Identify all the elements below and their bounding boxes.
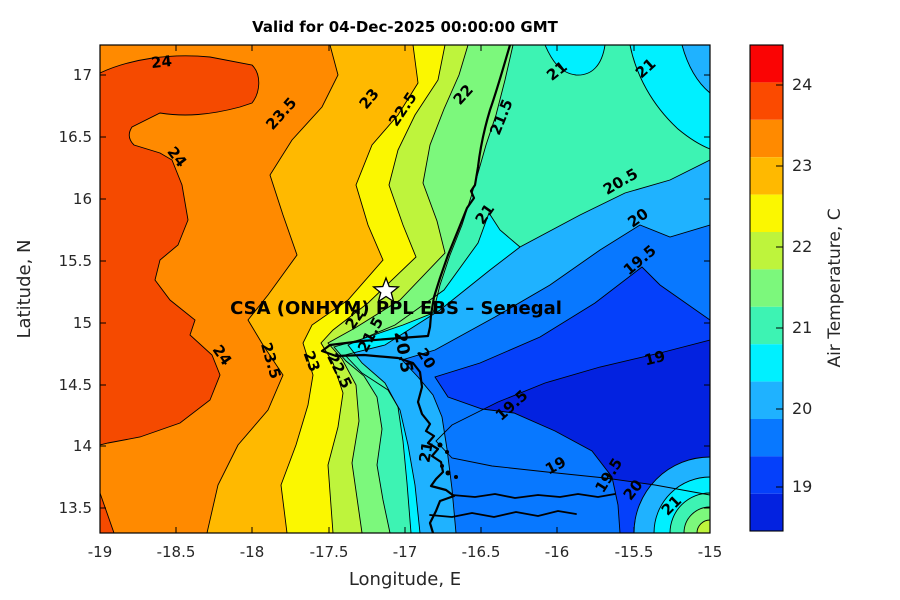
colorbar-band xyxy=(750,119,783,158)
casamance-river xyxy=(429,510,577,518)
band-fill-above-24 xyxy=(100,55,259,445)
colorbar: 24 23 22 21 20 19 Air Temperature, C xyxy=(749,44,845,532)
y-tick-label: 14.5 xyxy=(59,376,92,394)
contour-fills xyxy=(100,45,710,533)
colorbar-band xyxy=(750,493,783,531)
colorbar-band xyxy=(750,419,783,457)
y-axis-label: Latitude, N xyxy=(14,240,35,339)
colorbar-tick-label: 19 xyxy=(792,477,812,496)
map-area: 24 23.5 23 22.5 22 21.5 21 21 21 20.5 20… xyxy=(99,44,711,534)
x-axis-label: Longitude, E xyxy=(349,569,461,590)
colorbar-band xyxy=(750,157,783,195)
colorbar-tick-label: 21 xyxy=(792,318,812,337)
colorbar-band xyxy=(750,194,783,232)
axis-tick-marks xyxy=(99,45,711,533)
contour-label: 24 xyxy=(150,52,173,72)
x-tick-label: -17.5 xyxy=(310,543,349,561)
contour-lines xyxy=(100,45,710,533)
x-tick-label: -18.5 xyxy=(157,543,196,561)
colorbar-band xyxy=(750,381,783,419)
islet-dot xyxy=(437,442,443,448)
band-fill-21-21.5 xyxy=(334,45,710,533)
y-tick-label: 15.5 xyxy=(59,252,92,270)
islet-dot xyxy=(440,464,444,468)
gambia-river xyxy=(451,493,616,499)
colorbar-tick-label: 23 xyxy=(792,156,812,175)
colorbar-band xyxy=(750,232,783,270)
y-tick-label: 16 xyxy=(73,190,92,208)
figure-title: Valid for 04-Dec-2025 00:00:00 GMT xyxy=(252,18,558,36)
x-tick-label: -17 xyxy=(393,543,418,561)
x-tick-label: -18 xyxy=(240,543,265,561)
x-axis: -19 -18.5 -18 -17.5 -17 -16.5 -16 -15.5 … xyxy=(88,543,723,590)
islet-dot xyxy=(454,475,458,479)
coastline xyxy=(320,45,616,533)
star-marker xyxy=(371,276,401,304)
colorbar-tick-label: 24 xyxy=(792,75,812,94)
colorbar-tick-label: 22 xyxy=(792,237,812,256)
colorbar-band xyxy=(750,456,783,494)
band-fill-ne-corner xyxy=(682,45,710,93)
colorbar-band xyxy=(750,306,783,345)
y-tick-label: 13.5 xyxy=(59,499,92,517)
y-tick-label: 16.5 xyxy=(59,128,92,146)
contour-label: 19 xyxy=(642,347,667,370)
x-tick-label: -19 xyxy=(88,543,113,561)
colorbar-band xyxy=(750,45,783,83)
colorbar-band xyxy=(750,82,783,120)
colorbar-band xyxy=(750,269,783,307)
y-axis: 17 16.5 16 15.5 15 14.5 14 13.5 Latitude… xyxy=(14,66,92,517)
y-tick-label: 14 xyxy=(73,437,92,455)
x-tick-label: -15 xyxy=(698,543,723,561)
contour-label: 21 xyxy=(415,440,436,464)
y-tick-label: 17 xyxy=(73,66,92,84)
colorbar-tick-marks xyxy=(776,84,783,488)
colorbar-band xyxy=(750,344,783,382)
x-tick-label: -16.5 xyxy=(462,543,501,561)
x-tick-label: -15.5 xyxy=(615,543,654,561)
map-annotation: CSA (ONHYM) PPL EBS – Senegal xyxy=(230,298,562,319)
y-tick-label: 15 xyxy=(73,314,92,332)
colorbar-border xyxy=(749,44,784,532)
islet-dot xyxy=(445,470,451,476)
colorbar-axis-label: Air Temperature, C xyxy=(825,208,845,367)
x-tick-label: -16 xyxy=(545,543,570,561)
colorbar-tick-label: 20 xyxy=(792,399,812,418)
band-fill-se-22 xyxy=(697,520,710,533)
islet-dot xyxy=(445,450,449,454)
